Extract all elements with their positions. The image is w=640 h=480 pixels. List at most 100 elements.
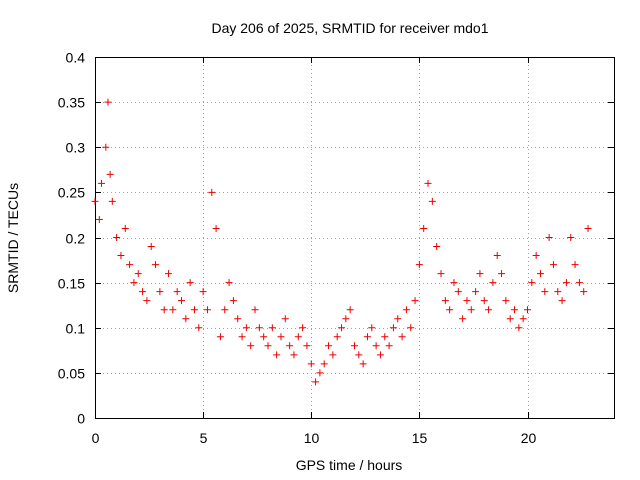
data-point — [255, 324, 263, 332]
data-point — [281, 315, 289, 323]
data-point — [299, 324, 307, 332]
y-tick-label: 0.1 — [66, 321, 86, 337]
data-point — [372, 342, 380, 350]
points-layer — [91, 98, 592, 386]
x-tick-label: 0 — [92, 430, 100, 446]
data-point — [398, 333, 406, 341]
data-point — [95, 215, 103, 223]
data-point — [273, 351, 281, 359]
data-point — [493, 252, 501, 260]
data-point — [312, 378, 320, 386]
y-tick-label: 0.35 — [58, 95, 85, 111]
data-point — [251, 306, 259, 314]
data-point — [134, 270, 142, 278]
data-point — [415, 261, 423, 269]
data-point — [186, 279, 194, 287]
data-point — [290, 351, 298, 359]
data-point — [329, 351, 337, 359]
data-point — [558, 297, 566, 305]
data-point — [126, 261, 134, 269]
data-point — [106, 170, 114, 178]
data-point — [433, 243, 441, 251]
x-tick-label: 15 — [412, 430, 428, 446]
data-point — [264, 342, 272, 350]
data-point — [117, 252, 125, 260]
data-point — [199, 288, 207, 296]
data-point — [190, 306, 198, 314]
data-point — [178, 297, 185, 305]
data-point — [355, 351, 363, 359]
data-point — [450, 279, 458, 287]
data-point — [480, 297, 488, 305]
data-point — [571, 261, 579, 269]
data-point — [515, 324, 523, 332]
data-point — [428, 197, 436, 205]
data-point — [286, 342, 294, 350]
data-point — [130, 279, 138, 287]
data-point — [467, 306, 475, 314]
data-point — [173, 288, 181, 296]
data-point — [91, 197, 99, 205]
data-point — [424, 179, 432, 187]
data-point — [182, 315, 190, 323]
y-tick-label: 0 — [77, 411, 85, 427]
y-tick-label: 0.2 — [66, 231, 86, 247]
data-point — [294, 333, 302, 341]
data-point — [320, 360, 328, 368]
data-point — [208, 188, 216, 196]
data-point — [303, 342, 311, 350]
data-point — [342, 315, 350, 323]
y-tick-label: 0.3 — [66, 140, 86, 156]
data-point — [485, 306, 493, 314]
data-point — [102, 143, 110, 151]
data-point — [238, 333, 246, 341]
data-point — [316, 369, 324, 377]
data-point — [502, 297, 510, 305]
data-point — [152, 261, 160, 269]
data-point — [584, 224, 592, 232]
data-point — [394, 315, 402, 323]
data-point — [351, 342, 358, 350]
data-point — [363, 333, 371, 341]
data-point — [446, 306, 454, 314]
data-point — [113, 234, 121, 241]
data-point — [562, 279, 570, 287]
x-axis-label: GPS time / hours — [296, 457, 403, 473]
data-point — [203, 306, 211, 314]
data-point — [580, 288, 588, 296]
data-point — [476, 270, 484, 278]
data-point — [104, 98, 112, 106]
data-point — [524, 306, 531, 314]
data-point — [420, 224, 428, 232]
data-point — [234, 315, 242, 323]
data-point — [139, 288, 147, 296]
data-point — [463, 297, 471, 305]
data-point — [368, 324, 376, 332]
data-point — [575, 279, 583, 287]
y-tick-label: 0.05 — [58, 366, 85, 382]
data-point — [212, 224, 220, 232]
data-point — [519, 315, 527, 323]
data-point — [511, 306, 519, 314]
x-tick-label: 20 — [521, 430, 537, 446]
data-point — [338, 324, 346, 332]
data-point — [165, 270, 173, 278]
data-point — [143, 297, 151, 305]
data-point — [385, 342, 393, 350]
data-point — [541, 288, 549, 296]
y-tick-label: 0.15 — [58, 276, 85, 292]
data-point — [567, 234, 575, 241]
data-point — [307, 360, 315, 368]
data-point — [554, 288, 562, 296]
y-tick-label: 0.25 — [58, 185, 85, 201]
axes-layer: 0 0.05 0.1 0.15 0.2 0.25 0.3 0.35 0.4 0 5 10 15 20 — [58, 50, 615, 446]
data-point — [402, 306, 410, 314]
data-point — [536, 270, 544, 278]
data-point — [506, 315, 514, 323]
data-point — [381, 333, 389, 341]
data-point — [325, 342, 333, 350]
data-point — [216, 333, 224, 341]
chart-title: Day 206 of 2025, SRMTID for receiver mdo… — [211, 20, 488, 36]
x-tick-label: 5 — [200, 430, 208, 446]
